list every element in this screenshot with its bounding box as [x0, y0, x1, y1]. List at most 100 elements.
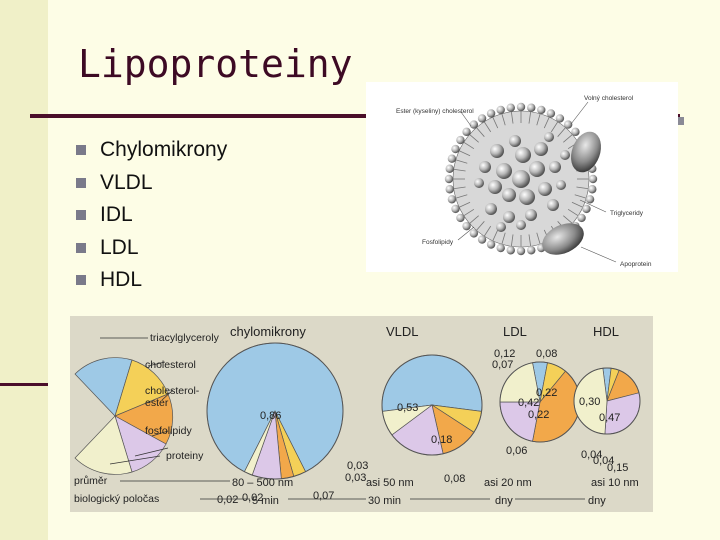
bullet-item: Chylomikrony: [76, 134, 227, 167]
core-lipid: [549, 161, 561, 173]
pie-outline-hdl: [573, 367, 641, 435]
diameter-ldl: asi 20 nm: [484, 477, 532, 489]
phospholipid-head: [496, 243, 505, 253]
phospholipid-head: [445, 185, 454, 194]
phospholipid-head: [588, 174, 598, 184]
phospholipid-tail: [563, 132, 575, 143]
legend-triacylglycerols: triacylglyceroly: [150, 332, 220, 344]
pie-label-chylomikrony-cholesterol: 0,03: [345, 472, 366, 484]
pie-label-ldl-triacylglycerols: 0,06: [506, 445, 527, 457]
core-lipid: [490, 144, 504, 158]
phospholipid-head: [462, 221, 471, 231]
phospholipid-tail: [557, 125, 568, 137]
bullet-text: IDL: [100, 203, 133, 227]
phospholipid-tail: [467, 132, 479, 143]
pie-label-chylomikrony-triacylglycerols: 0,86: [260, 410, 281, 422]
phospholipid-tail: [474, 221, 485, 233]
pie-label-ldl-cholesterol: 0,08: [536, 348, 557, 360]
legend-wedge-cholesterol-ester: [114, 393, 174, 445]
bullet-square-icon: [76, 210, 86, 221]
pie-label-vldl-triacylglycerols: 0,53: [397, 402, 418, 414]
half-life-hdl: dny: [588, 495, 606, 507]
bullet-item: VLDL: [76, 167, 227, 200]
pie-label-ldl-phospholipids: 0,22: [528, 409, 549, 421]
label-free-cholesterol: Volný cholesterol: [584, 95, 634, 102]
phospholipid-head: [527, 103, 536, 112]
phospholipid-tail: [567, 208, 581, 218]
phospholipid-head: [582, 204, 591, 214]
column-title-hdl: HDL: [593, 324, 619, 339]
pie-label-vldl-phospholipids: 0,18: [431, 434, 452, 446]
phospholipid-tail: [576, 186, 591, 190]
phospholipid-head: [445, 164, 454, 173]
core-lipid: [538, 182, 552, 196]
phospholipid-head: [577, 213, 586, 223]
phospholipid-tail: [491, 115, 499, 129]
pie-label-chylomikrony-extra: 0,02: [217, 494, 238, 506]
phospholipid-tail: [467, 215, 479, 226]
core-lipid: [560, 150, 570, 160]
core-lipid: [525, 209, 537, 221]
phospholipid-head: [496, 105, 505, 115]
bullet-text: VLDL: [100, 170, 153, 194]
lipoprotein-structure-svg: Ester (kyseliny) cholesterol Volný chole…: [396, 95, 652, 268]
pie-label-chylomikrony-phospholipids: 0,07: [313, 490, 334, 502]
phospholipid-head: [456, 213, 465, 223]
core-lipid: [474, 178, 484, 188]
legend-cholesterol: cholesterol: [145, 359, 196, 371]
core-lipid: [516, 220, 526, 230]
phospholipid-head: [456, 135, 465, 145]
phospholipid-head: [451, 204, 460, 214]
phospholipid-head: [516, 102, 526, 112]
slide-title: Lipoproteiny: [78, 42, 353, 86]
half-life-vldl: 30 min: [368, 495, 401, 507]
bullet-square-icon: [76, 275, 86, 286]
apoprotein-blob-bottom: [542, 223, 584, 255]
phospholipid-tail: [574, 194, 589, 200]
core-lipid: [519, 189, 535, 205]
phospholipid-tail: [461, 140, 475, 150]
phospholipid-tail: [536, 111, 542, 126]
core-lipid: [544, 132, 554, 142]
phospholipid-tail: [457, 149, 471, 157]
phospholipid-head: [469, 229, 479, 238]
bullet-item: IDL: [76, 199, 227, 232]
pie-label-chylomikrony-proteins: 0,02: [242, 492, 263, 504]
phospholipid-tail: [451, 168, 466, 172]
core-lipid: [529, 161, 545, 177]
pie-label-vldl-proteins: 0,08: [444, 473, 465, 485]
legend-cholesterol-ester-line2: ester: [145, 397, 169, 409]
column-title-ldl: LDL: [503, 324, 527, 339]
phospholipid-head: [585, 195, 595, 204]
bullet-list: Chylomikrony VLDL IDL LDL HDL: [76, 134, 227, 297]
composition-pies: 0,860,030,030,070,020,020,530,070,120,18…: [206, 342, 641, 506]
left-decorative-band: [0, 0, 48, 540]
composition-svg: triacylglyceroly cholesterol cholesterol…: [74, 324, 641, 507]
phospholipid-tail: [482, 119, 492, 133]
phospholipid-head: [444, 174, 454, 184]
phospholipid-head: [537, 105, 546, 115]
phospholipid-head: [486, 240, 496, 249]
legend-wedge-triacylglycerols: [74, 357, 133, 417]
phospholipid-head: [546, 109, 556, 118]
diameter-hdl: asi 10 nm: [591, 477, 639, 489]
phospholipid-tail: [457, 201, 471, 209]
column-title-chylomikrony: chylomikrony: [230, 324, 306, 339]
phospholipid-head: [555, 114, 565, 123]
phospholipid-tail: [491, 229, 499, 243]
pie-label-hdl-cholesterol: 0,04: [581, 449, 602, 461]
pie-label-hdl-proteins: 0,47: [599, 412, 620, 424]
label-triglycerides: Triglyceridy: [610, 210, 644, 217]
phospholipid-tail: [500, 111, 506, 126]
core-lipid: [512, 170, 530, 188]
phospholipid-tail: [536, 232, 542, 247]
pie-label-ldl-proteins: 0,22: [536, 387, 557, 399]
bullet-text: LDL: [100, 235, 139, 259]
label-apoprotein: Apoprotein: [620, 261, 652, 268]
apoprotein-blob-top: [571, 131, 601, 173]
phospholipid-head: [447, 154, 457, 163]
phospholipid-head: [447, 195, 457, 204]
core-lipid: [488, 180, 502, 194]
legend-wedge-proteins: [74, 415, 133, 475]
bullet-text: Chylomikrony: [100, 138, 228, 162]
